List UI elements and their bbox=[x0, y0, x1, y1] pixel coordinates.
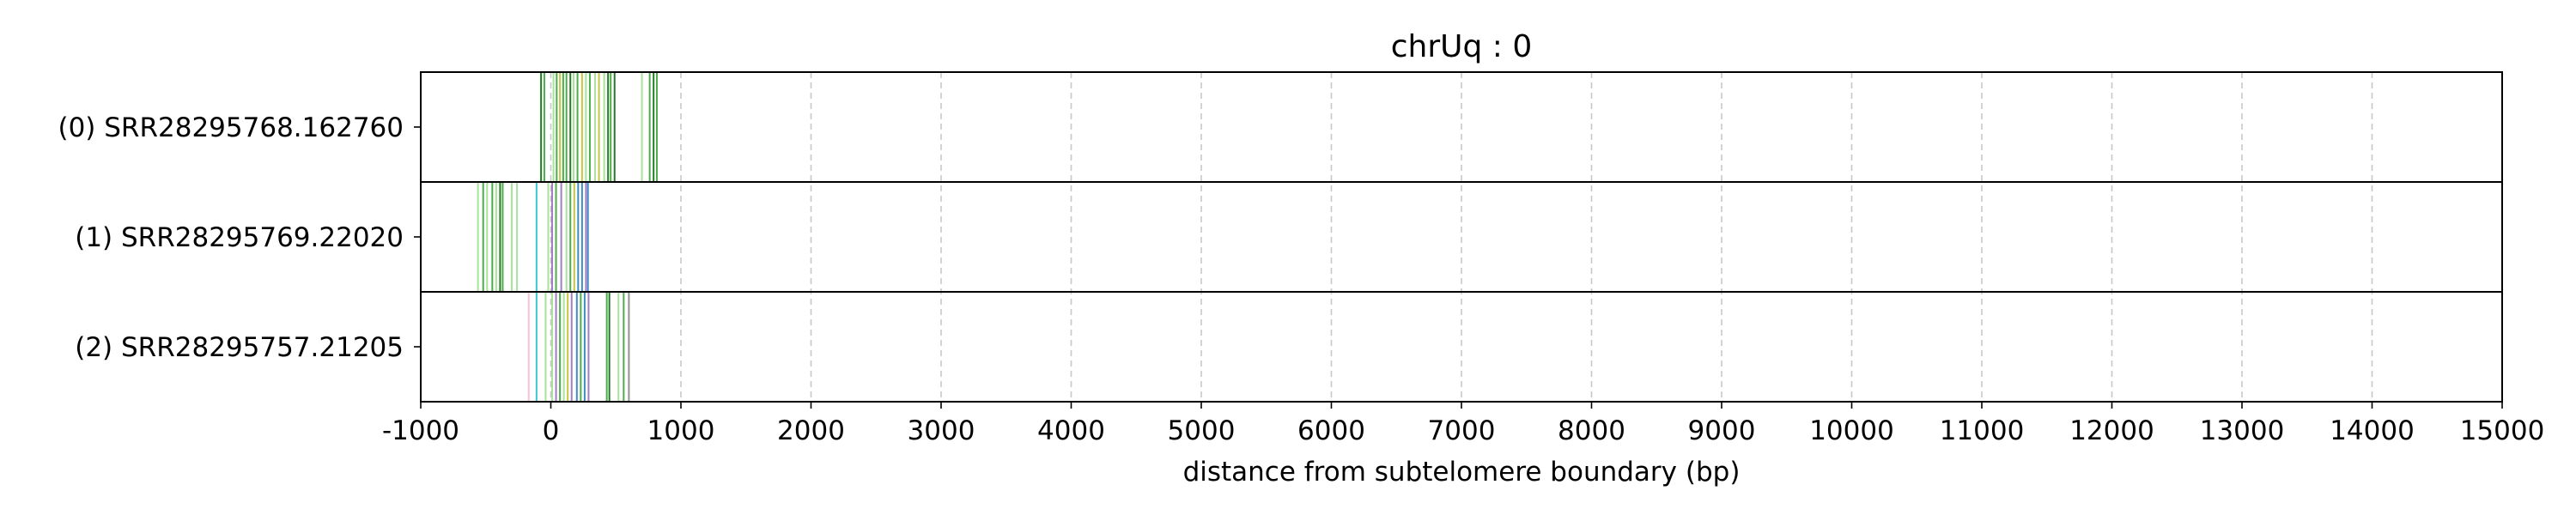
track-labels: (0) SRR28295768.162760 (1) SRR28295769.22… bbox=[58, 112, 421, 363]
track-label: (0) SRR28295768.162760 bbox=[58, 112, 404, 143]
track-0 bbox=[540, 73, 658, 181]
x-tick-label: 9000 bbox=[1688, 415, 1756, 446]
x-tick-label: 12000 bbox=[2069, 415, 2154, 446]
x-tick-label: 3000 bbox=[908, 415, 975, 446]
track-label: (1) SRR28295769.22020 bbox=[75, 222, 404, 253]
x-tick-label: -1000 bbox=[382, 415, 459, 446]
track-1 bbox=[477, 183, 589, 291]
x-tick-label: 8000 bbox=[1558, 415, 1625, 446]
x-axis-label: distance from subtelomere boundary (bp) bbox=[1183, 457, 1741, 488]
tracks bbox=[477, 73, 658, 401]
x-tick-label: 6000 bbox=[1297, 415, 1365, 446]
x-tick-label: 14000 bbox=[2330, 415, 2415, 446]
x-tick-label: 1000 bbox=[647, 415, 715, 446]
x-tick-label: 7000 bbox=[1428, 415, 1496, 446]
x-tick-label: 5000 bbox=[1168, 415, 1236, 446]
x-tick-label: 4000 bbox=[1037, 415, 1105, 446]
track-label: (2) SRR28295757.21205 bbox=[75, 332, 404, 363]
x-tick-label: 13000 bbox=[2200, 415, 2285, 446]
grid-lines bbox=[550, 72, 2373, 402]
x-tick-label: 0 bbox=[543, 415, 560, 446]
x-axis: -1000 0 1000 2000 3000 4000 5000 6000 7000 8000 90… bbox=[382, 402, 2544, 446]
x-tick-label: 10000 bbox=[1809, 415, 1894, 446]
x-tick-label: 15000 bbox=[2460, 415, 2545, 446]
x-tick-label: 11000 bbox=[1940, 415, 2025, 446]
track-2 bbox=[527, 293, 630, 401]
x-tick-label: 2000 bbox=[777, 415, 845, 446]
chart-title: chrUq : 0 bbox=[1391, 29, 1533, 64]
